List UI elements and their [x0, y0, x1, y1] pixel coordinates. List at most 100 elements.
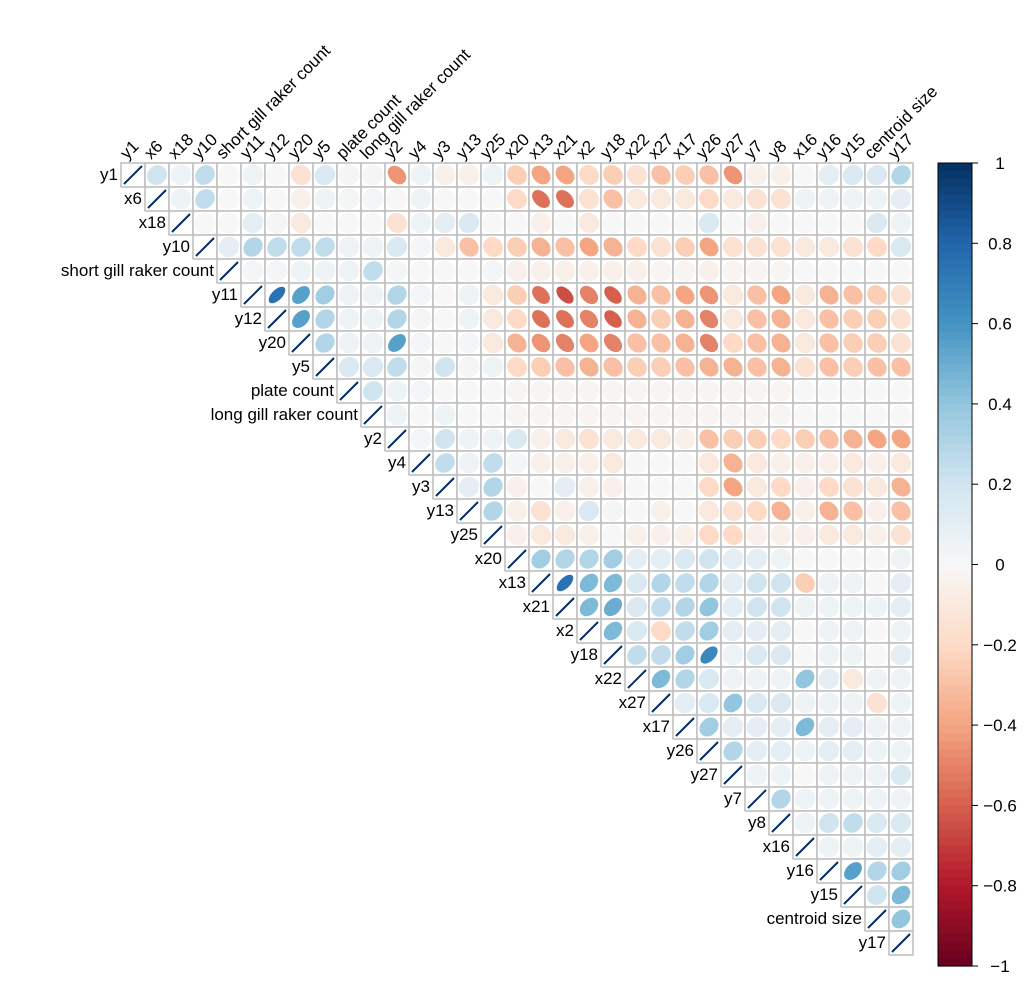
cell-plate-count-x21 — [552, 378, 578, 404]
correlation-ellipse — [842, 164, 864, 186]
cell-x13-y15 — [840, 570, 866, 596]
cell-x22-x17 — [672, 666, 698, 692]
correlation-ellipse — [578, 212, 600, 234]
legend-tick-label: −1 — [990, 957, 1009, 976]
correlation-ellipse — [651, 165, 671, 185]
cell-y1-centroid-size — [864, 162, 890, 188]
correlation-ellipse — [507, 333, 527, 353]
correlation-ellipse — [434, 308, 456, 330]
correlation-ellipse — [819, 357, 839, 377]
correlation-ellipse — [530, 212, 552, 234]
cell-x21-x17 — [672, 594, 698, 620]
correlation-ellipse — [410, 332, 432, 354]
legend-color-band — [938, 765, 972, 774]
cell-x2-y17 — [888, 618, 914, 644]
correlation-ellipse — [458, 308, 480, 330]
correlation-ellipse — [770, 620, 792, 642]
row-label: y8 — [748, 813, 766, 832]
legend-tick-label: 0 — [995, 556, 1004, 575]
correlation-ellipse — [531, 165, 551, 185]
correlation-ellipse — [794, 476, 816, 498]
correlation-ellipse — [770, 164, 792, 186]
correlation-ellipse — [770, 764, 792, 786]
correlation-ellipse — [867, 333, 887, 353]
correlation-ellipse — [506, 428, 528, 450]
correlation-ellipse — [674, 452, 696, 474]
cell-y10-y15 — [840, 234, 866, 260]
diagonal-line — [579, 621, 599, 641]
row-label: y2 — [364, 429, 382, 448]
correlation-ellipse — [195, 165, 215, 185]
legend-color-band — [938, 492, 972, 501]
correlation-ellipse — [723, 165, 743, 185]
diagonal-line — [147, 189, 167, 209]
cell-y5-y16 — [816, 354, 842, 380]
cell-short-gill-raker-count-y8 — [768, 258, 794, 284]
row-label: x22 — [595, 669, 622, 688]
cell-y16-y17 — [888, 858, 914, 884]
correlation-ellipse — [362, 356, 384, 378]
correlation-ellipse — [530, 452, 552, 474]
legend-color-band — [938, 628, 972, 638]
cell-y18-y16 — [816, 642, 842, 668]
correlation-ellipse — [890, 644, 912, 666]
cell-x13-y26 — [696, 570, 722, 596]
legend-color-band — [938, 291, 972, 301]
cell-plate-count-x22 — [624, 378, 650, 404]
legend-color-band — [938, 203, 972, 212]
cell-y18-y7 — [744, 642, 770, 668]
correlation-ellipse — [866, 644, 888, 666]
correlation-ellipse — [699, 525, 719, 545]
correlation-ellipse — [794, 212, 816, 234]
cell-x21-x21 — [552, 594, 578, 620]
cell-y25-x21 — [552, 522, 578, 548]
cell-x20-x16 — [792, 546, 818, 572]
cell-x27-y26 — [696, 690, 722, 716]
correlation-ellipse — [698, 260, 720, 282]
cell-short-gill-raker-count-y5 — [312, 258, 338, 284]
cell-y5-y18 — [600, 354, 626, 380]
correlation-ellipse — [842, 188, 864, 210]
cell-y11-y5 — [312, 282, 338, 308]
cell-y10-x17 — [672, 234, 698, 260]
correlation-ellipse — [482, 380, 504, 402]
correlation-ellipse — [722, 548, 744, 570]
correlation-ellipse — [818, 404, 840, 426]
correlation-ellipse — [866, 548, 888, 570]
cell-plate-count-x2 — [576, 378, 602, 404]
legend-color-band — [938, 339, 972, 349]
legend-color-band — [938, 403, 972, 413]
legend-color-band — [938, 532, 972, 542]
cell-x18-y4 — [408, 210, 434, 236]
cell-y20-x22 — [624, 330, 650, 356]
legend-color-band — [938, 813, 972, 823]
correlation-ellipse — [675, 669, 695, 689]
correlation-ellipse — [866, 668, 888, 690]
correlation-ellipse — [770, 452, 792, 474]
correlation-ellipse — [579, 357, 599, 377]
correlation-ellipse — [819, 477, 839, 497]
correlation-ellipse — [890, 260, 912, 282]
cell-y11-y8 — [768, 282, 794, 308]
correlation-ellipse — [747, 573, 767, 593]
cell-y2-x17 — [672, 426, 698, 452]
cell-y12-y27 — [720, 306, 746, 332]
cell-y8-x16 — [792, 810, 818, 836]
row-label: y4 — [388, 453, 406, 472]
correlation-ellipse — [170, 164, 192, 186]
cell-y5-y5 — [312, 354, 338, 380]
row-label: y27 — [691, 765, 718, 784]
cell-short-gill-raker-count-y16 — [816, 258, 842, 284]
correlation-ellipse — [602, 476, 624, 498]
cell-y2-y4 — [408, 426, 434, 452]
cell-y4-y8 — [768, 450, 794, 476]
cell-x6-x6 — [144, 186, 170, 212]
diagonal-line — [819, 861, 839, 881]
diagonal-line — [171, 213, 191, 233]
cell-y11-y13 — [456, 282, 482, 308]
cell-x18-y11 — [240, 210, 266, 236]
cell-y4-y25 — [480, 450, 506, 476]
legend-color-band — [938, 460, 972, 469]
cell-plate-count-x16 — [792, 378, 818, 404]
correlation-ellipse — [315, 285, 335, 305]
